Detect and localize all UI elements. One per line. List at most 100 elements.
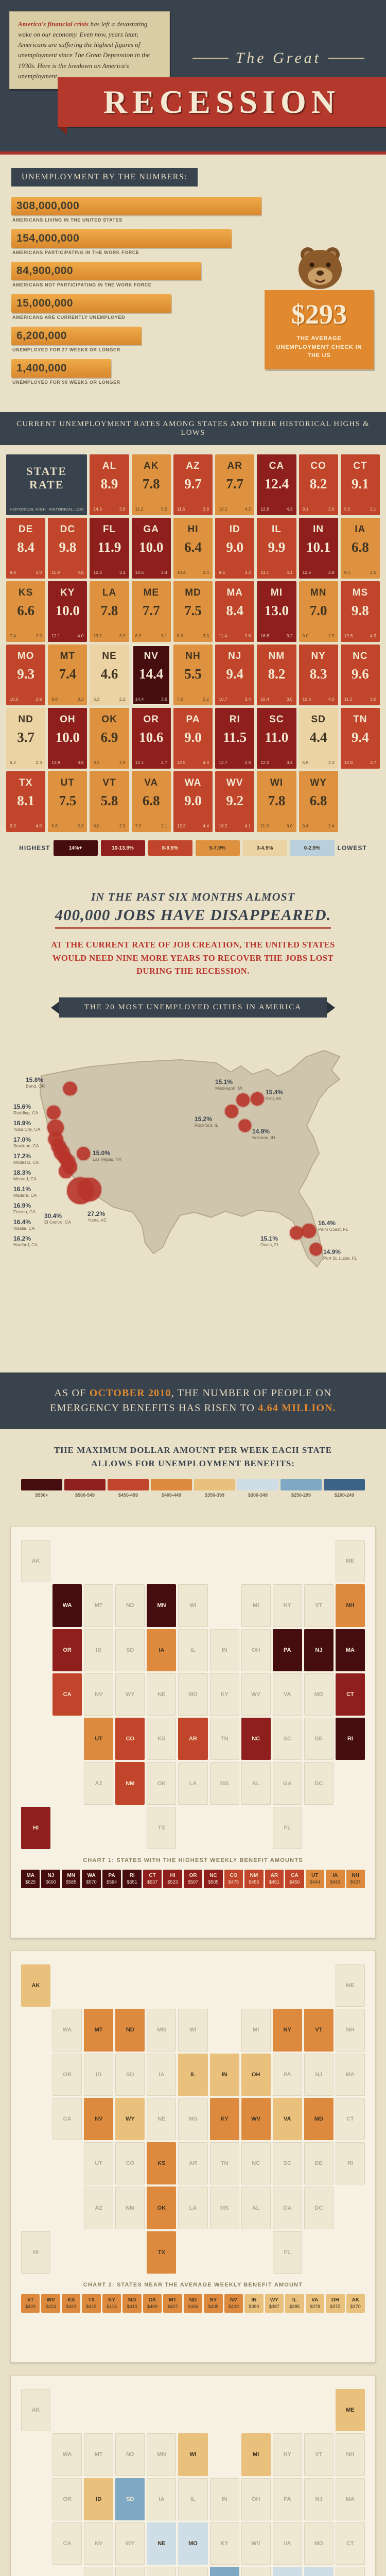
map-state-mi: MI [241,1584,271,1627]
stat-bar-row: 15,000,000 AMERICANS ARE CURRENTLY UNEMPL… [11,294,261,320]
state-high-low: 10.6 2.9 [10,697,42,702]
state-abbr: OH [60,714,76,725]
benefit-legend-label: $250-299 [291,1493,311,1498]
city-dot [236,1093,250,1107]
state-tile-ne: NE 4.6 6.3 2.2 [90,645,129,705]
benefits-title: THE MAXIMUM DOLLAR AMOUNT PER WEEK EACH … [54,1445,332,1468]
stat-bar-value: 1,400,000 [16,362,67,374]
average-check-box: $293 THE AVERAGE UNEMPLOYMENT CHECK IN T… [265,290,374,369]
benefit-state-abbr: PA [108,1873,115,1878]
benefit-tile-vt: VT $425 [21,2294,40,2313]
state-rate: 7.7 [226,476,244,492]
map-state-hi: HI [21,1806,51,1849]
historical-high-label: HISTORICAL HIGH [10,507,46,512]
state-high-low: 12.8 4.9 [344,633,376,638]
map-state-in: IN [209,2478,239,2520]
map-state-wy: WY [115,2097,145,2141]
benefit-tile-ca: CA $450 [285,1870,304,1888]
state-historical-high: 14.4 [135,697,144,702]
emergency-text-1: AS OF [54,1387,90,1399]
state-rate: 9.3 [17,666,34,682]
state-tile-ga: GA 10.0 10.5 3.4 [131,518,171,579]
state-historical-high: 13.1 [260,570,269,575]
map-state-nm: NM [115,1762,145,1805]
benefit-state-abbr: CT [149,1873,156,1878]
state-historical-high: 10.5 [135,570,144,575]
benefit-amount: $415 [107,2304,117,2309]
state-abbr: UT [60,777,75,788]
map-state-ne: NE [147,1673,177,1716]
state-historical-low: 4.0 [203,760,209,765]
state-historical-high: 11.4 [219,633,227,638]
benefit-state-abbr: NY [209,2297,217,2303]
state-tile-ok: OK 6.9 9.1 2.9 [90,708,129,769]
map-state-ut: UT [84,2142,114,2185]
stat-bar: 15,000,000 [11,294,172,313]
title-kicker: The Great [192,49,364,67]
state-high-low: 12.1 4.0 [51,633,83,638]
map-state-ca: CA [52,1673,82,1716]
state-historical-high: 9.0 [93,823,100,828]
state-abbr: KY [60,587,75,598]
benefit-amount: $390 [249,2304,259,2309]
benefit-amount: $407 [167,2304,178,2309]
benefit-state-abbr: TX [88,2297,95,2303]
map-state-fl: FL [272,2231,302,2274]
map-state-sd: SD [115,1629,145,1671]
state-historical-high: 9.6 [219,570,225,575]
state-abbr: NJ [228,651,242,662]
state-high-low: 12.7 2.8 [219,760,251,765]
benefit-legend-label: $450-499 [118,1493,138,1498]
city-unemployment-pct: 16.4% [13,1218,31,1226]
state-tile-vt: VT 5.8 9.0 2.3 [90,771,129,832]
benefit-tile-co: CO $475 [224,1870,243,1888]
state-high-low: 8.3 3.3 [177,633,209,638]
state-abbr: CO [310,461,326,471]
state-tile-mn: MN 7.0 9.0 2.5 [299,581,338,642]
emergency-count: 4.64 MILLION. [258,1402,336,1414]
benefit-amount: $450 [289,1879,300,1885]
map-state-sc: SC [272,2142,302,2185]
city-dot [302,1224,316,1238]
cities-map: 15.8% Bend, OR 15.6% Redding, CA 18.9% Yuba C… [10,1027,376,1305]
state-historical-low: 2.5 [370,570,376,575]
state-high-low: 6.3 2.2 [93,697,125,702]
stat-bar-caption: UNEMPLOYED FOR 27 WEEKS OR LONGER [12,347,120,352]
stat-bar-caption: AMERICANS LIVING IN THE UNITED STATES [12,217,122,223]
map-state-mn: MN [147,2433,177,2476]
state-historical-high: 10.7 [219,697,227,702]
state-historical-low: 4.7 [161,760,167,765]
map-state-ri: RI [335,2142,365,2185]
benefit-amount: $564 [107,1879,117,1885]
right-rule [328,58,364,59]
state-abbr: MI [270,587,283,598]
legend-bucket: 14%+ [53,840,98,856]
map-state-wy: WY [115,2522,145,2565]
benefit-state-abbr: NC [209,1873,217,1878]
city-label: 27.2% Yuma, AZ [87,1210,107,1223]
state-high-low: 16.8 3.2 [260,633,292,638]
stat-bar-row: 154,000,000 AMERICANS PARTICIPATING IN TH… [11,229,261,255]
state-historical-low: 4.0 [328,697,335,702]
map-state-sc: SC [272,1718,302,1760]
map-state-me: ME [335,2389,365,2432]
map-state-al: AL [241,2187,271,2229]
map-state-ms: MS [209,2187,239,2229]
city-name: Flint, MI [266,1096,282,1101]
state-historical-high: 12.8 [344,633,353,638]
map-state-ca: CA [52,2522,82,2565]
map-state-sd: SD [115,2478,145,2520]
benefit-amount: $444 [309,1879,320,1885]
state-rate: 13.0 [264,603,289,618]
benefit-amount: $427 [350,1879,361,1885]
state-historical-high: 10.6 [10,697,19,702]
city-unemployment-pct: 30.4% [44,1212,62,1219]
state-historical-low: 3.3 [77,697,84,702]
benefit-amount: $455 [249,1879,259,1885]
stat-bar-row: 6,200,000 UNEMPLOYED FOR 27 WEEKS OR LONG… [11,327,261,352]
title-kicker-text: The Great [235,49,321,66]
city-name: Redding, CA [13,1110,39,1115]
state-rate: 7.4 [59,666,77,682]
map-state-ia: IA [147,1629,177,1671]
state-abbr: NE [102,651,117,662]
